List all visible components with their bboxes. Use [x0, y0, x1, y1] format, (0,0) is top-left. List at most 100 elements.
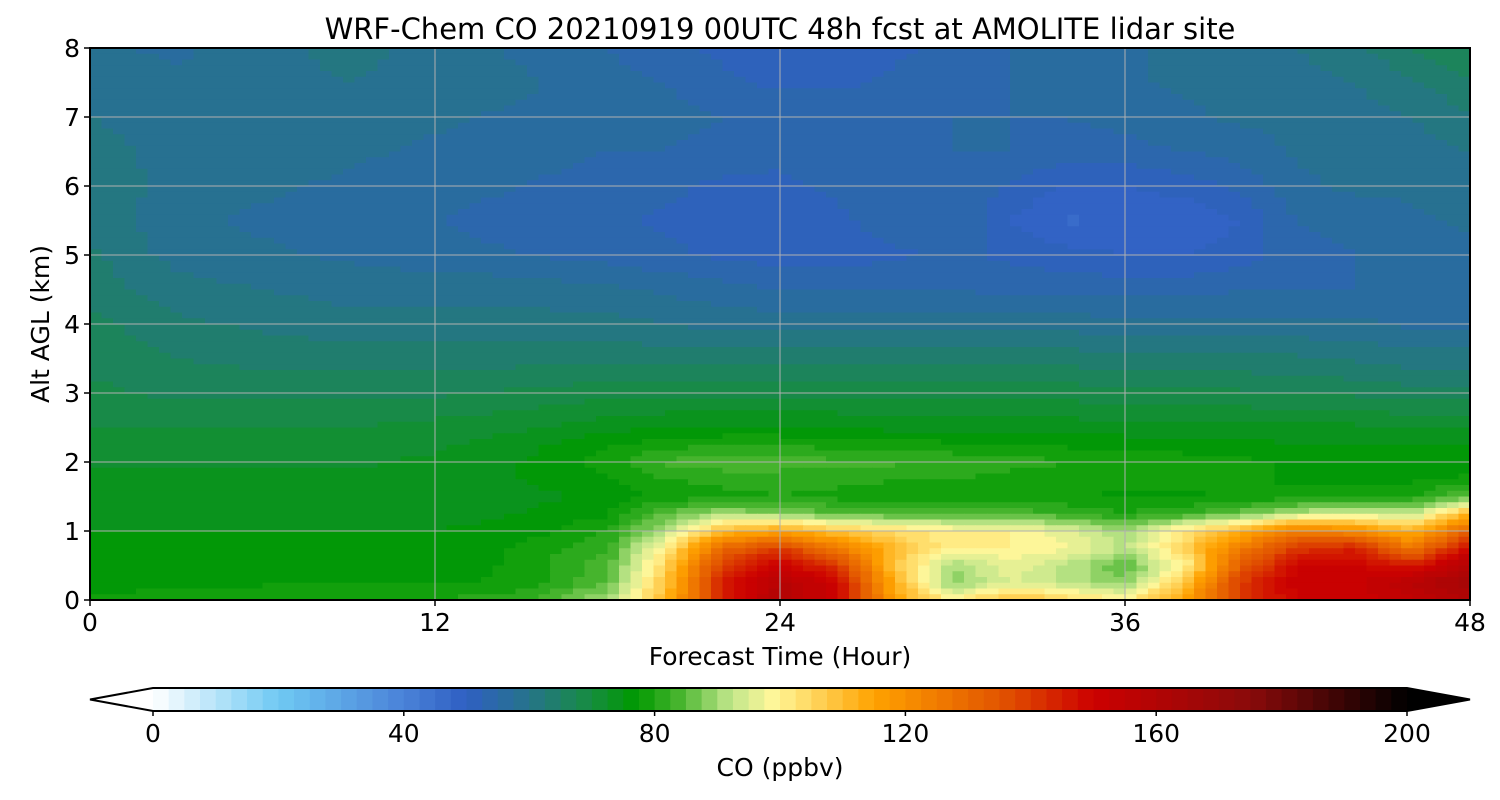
heatmap-cell	[285, 272, 298, 279]
heatmap-cell	[308, 168, 321, 176]
heatmap-cell	[1263, 65, 1276, 72]
heatmap-cell	[285, 180, 298, 187]
heatmap-cell	[1412, 186, 1425, 193]
heatmap-cell	[1263, 59, 1276, 66]
heatmap-cell	[1240, 53, 1253, 61]
heatmap-cell	[366, 214, 379, 222]
heatmap-cell	[492, 197, 505, 204]
heatmap-cell	[205, 278, 218, 285]
heatmap-cell	[170, 283, 183, 291]
heatmap-cell	[699, 266, 712, 273]
heatmap-cell	[952, 140, 965, 147]
heatmap-cell	[849, 122, 862, 130]
heatmap-cell	[895, 214, 908, 222]
heatmap-cell	[538, 99, 551, 107]
heatmap-cell	[883, 255, 896, 262]
heatmap-cell	[814, 237, 827, 245]
heatmap-cell	[400, 226, 413, 233]
heatmap-cell	[1159, 151, 1172, 158]
heatmap-cell	[228, 122, 241, 130]
heatmap-cell	[734, 48, 747, 55]
heatmap-cell	[1274, 249, 1287, 256]
heatmap-cell	[952, 232, 965, 239]
heatmap-cell	[1424, 237, 1437, 245]
heatmap-cell	[262, 88, 275, 95]
heatmap-cell	[883, 272, 896, 279]
heatmap-cell	[251, 243, 264, 250]
heatmap-cell	[1412, 226, 1425, 233]
heatmap-cell	[262, 76, 275, 84]
heatmap-cell	[688, 99, 701, 107]
heatmap-cell	[343, 180, 356, 187]
heatmap-cell	[688, 140, 701, 147]
heatmap-cell	[1458, 59, 1471, 66]
heatmap-cell	[1033, 48, 1046, 55]
heatmap-cell	[423, 140, 436, 147]
heatmap-cell	[515, 117, 528, 124]
heatmap-cell	[1171, 174, 1184, 181]
heatmap-cell	[239, 134, 252, 141]
heatmap-cell	[1136, 94, 1149, 101]
heatmap-cell	[193, 99, 206, 107]
heatmap-cell	[285, 111, 298, 118]
heatmap-cell	[527, 191, 540, 199]
heatmap-cell	[205, 65, 218, 72]
heatmap-cell	[653, 186, 666, 193]
heatmap-cell	[1182, 151, 1195, 158]
heatmap-cell	[1056, 174, 1069, 181]
heatmap-cell	[469, 94, 482, 101]
heatmap-cell	[826, 255, 839, 262]
heatmap-cell	[1435, 111, 1448, 118]
heatmap-cell	[1113, 122, 1126, 130]
heatmap-cell	[481, 220, 494, 227]
heatmap-cell	[136, 71, 149, 78]
heatmap-cell	[1389, 117, 1402, 124]
heatmap-cell	[688, 278, 701, 285]
heatmap-cell	[1113, 260, 1126, 268]
heatmap-cell	[1435, 272, 1448, 279]
heatmap-cell	[1171, 128, 1184, 135]
heatmap-cell	[90, 82, 103, 89]
heatmap-cell	[1205, 157, 1218, 164]
heatmap-cell	[688, 209, 701, 216]
heatmap-cell	[699, 59, 712, 66]
heatmap-cell	[366, 249, 379, 256]
heatmap-cell	[1378, 243, 1391, 250]
heatmap-cell	[239, 272, 252, 279]
heatmap-cell	[872, 255, 885, 262]
heatmap-cell	[653, 174, 666, 181]
heatmap-cell	[423, 105, 436, 112]
heatmap-cell	[860, 157, 873, 164]
heatmap-cell	[607, 220, 620, 227]
heatmap-cell	[849, 145, 862, 153]
heatmap-cell	[412, 226, 425, 233]
heatmap-cell	[814, 59, 827, 66]
heatmap-cell	[308, 71, 321, 78]
heatmap-cell	[412, 209, 425, 216]
heatmap-cell	[1090, 117, 1103, 124]
heatmap-cell	[1148, 197, 1161, 204]
heatmap-cell	[1389, 88, 1402, 95]
heatmap-cell	[895, 157, 908, 164]
heatmap-cell	[745, 191, 758, 199]
heatmap-cell	[320, 255, 333, 262]
heatmap-cell	[136, 140, 149, 147]
heatmap-cell	[469, 71, 482, 78]
heatmap-cell	[1182, 191, 1195, 199]
heatmap-cell	[113, 59, 126, 66]
heatmap-cell	[1021, 220, 1034, 227]
heatmap-cell	[757, 65, 770, 72]
heatmap-cell	[400, 272, 413, 279]
heatmap-cell	[1056, 117, 1069, 124]
heatmap-cell	[366, 168, 379, 176]
heatmap-cell	[895, 243, 908, 250]
heatmap-cell	[1228, 278, 1241, 285]
heatmap-cell	[1125, 117, 1138, 124]
heatmap-cell	[366, 255, 379, 262]
heatmap-cell	[1297, 249, 1310, 256]
heatmap-cell	[1067, 71, 1080, 78]
heatmap-cell	[584, 94, 597, 101]
heatmap-cell	[504, 249, 517, 256]
heatmap-cell	[285, 203, 298, 210]
heatmap-cell	[366, 180, 379, 187]
